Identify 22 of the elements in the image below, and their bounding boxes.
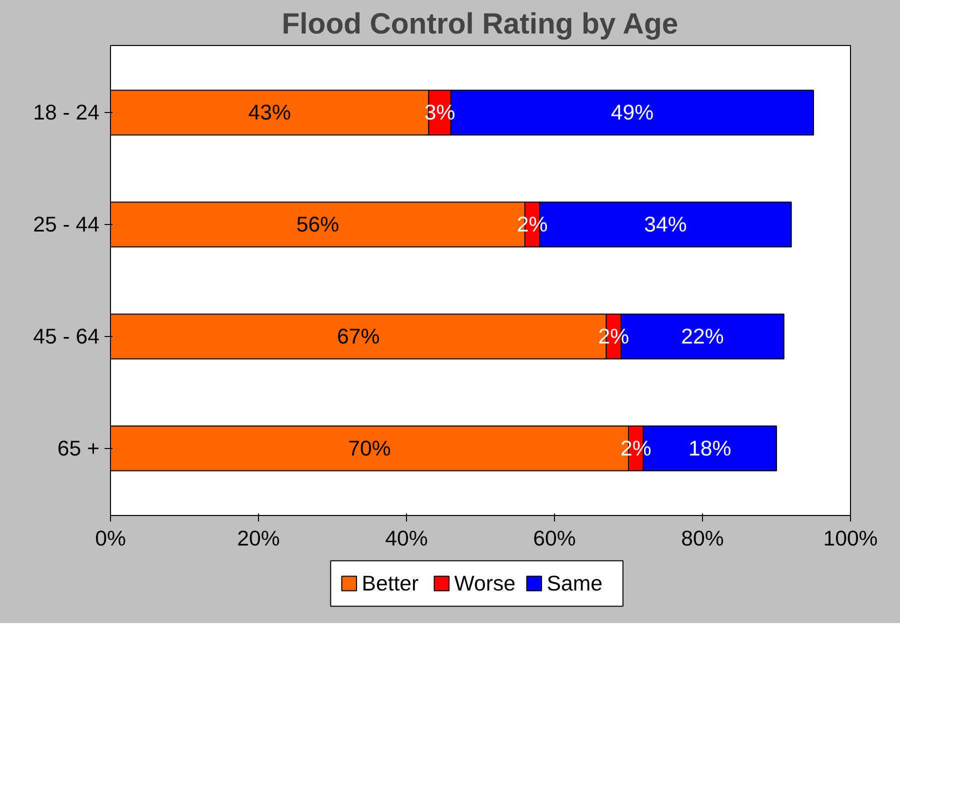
x-tick-label: 80% <box>681 526 724 550</box>
y-tick-label: 65 + <box>57 436 100 460</box>
data-label: 49% <box>610 100 654 125</box>
x-tick-label: 60% <box>533 526 576 550</box>
data-label: 67% <box>337 324 380 348</box>
y-tick-label: 18 - 24 <box>33 100 100 125</box>
y-tick-label: 25 - 44 <box>33 212 100 237</box>
legend-label: Same <box>546 572 602 596</box>
legend-label: Worse <box>454 572 516 596</box>
data-label: 70% <box>348 436 391 460</box>
data-label: 22% <box>681 324 724 348</box>
x-tick-label: 40% <box>385 526 428 550</box>
data-label: 34% <box>644 212 687 237</box>
chart-title: Flood Control Rating by Age <box>282 8 678 40</box>
x-tick-label: 0% <box>95 526 126 550</box>
y-tick-label: 45 - 64 <box>33 324 100 348</box>
data-label: 18% <box>688 436 732 460</box>
x-tick-label: 100% <box>823 526 878 550</box>
data-label: 56% <box>296 212 340 237</box>
data-label: 43% <box>248 100 291 125</box>
legend-label: Better <box>362 572 419 596</box>
x-tick-label: 20% <box>237 526 280 550</box>
